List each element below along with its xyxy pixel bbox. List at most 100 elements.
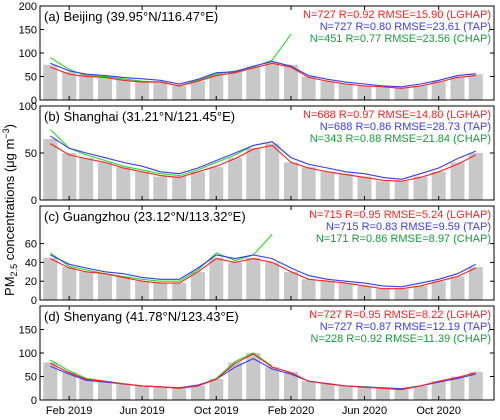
observed-bar: [338, 83, 353, 100]
panel-title: (b) Shanghai (31.21°N/121.45°E): [44, 109, 235, 124]
observed-bar: [320, 281, 335, 300]
observed-bar: [338, 385, 353, 400]
y-tick-label: 100: [19, 48, 37, 60]
panel-frame: [39, 205, 495, 301]
y-tick-label: 100: [19, 348, 37, 360]
stats-lghap: N=715 R=0.95 RMSE=5.24 (LGHAP): [309, 209, 491, 221]
observed-bar: [338, 173, 353, 200]
observed-bar: [116, 383, 131, 400]
observed-bar: [116, 167, 131, 200]
observed-bar: [375, 85, 390, 100]
x-tick-label: Oct 2019: [194, 405, 239, 417]
observed-bar: [116, 276, 131, 300]
y-tick-label: 50: [25, 148, 37, 160]
observed-bar: [191, 81, 205, 100]
observed-bar: [338, 283, 353, 300]
observed-bar: [228, 157, 243, 200]
y-axis-label-post: concentrations (μg m: [2, 139, 17, 264]
observed-bar: [79, 157, 94, 200]
observed-bar: [468, 371, 483, 400]
observed-bar: [450, 76, 465, 100]
observed-bar: [98, 381, 112, 400]
observed-bar: [375, 181, 390, 200]
stats-chap: N=343 R=0.88 RMSE=21.84 (CHAP): [310, 133, 491, 145]
observed-bar: [301, 381, 316, 400]
observed-bar: [62, 153, 77, 200]
stats-lghap: N=727 R=0.95 RMSE=8.22 (LGHAP): [309, 309, 491, 321]
observed-bar: [394, 288, 409, 300]
observed-bar: [209, 167, 224, 200]
observed-bar: [413, 285, 428, 300]
observed-bar: [375, 388, 390, 401]
y-tick-label: 200: [19, 1, 37, 13]
observed-bar: [209, 378, 224, 400]
observed-bar: [450, 376, 465, 400]
observed-bar: [135, 385, 150, 400]
x-tick-label: Jun 2020: [342, 405, 387, 417]
y-tick-label: 40: [25, 257, 37, 269]
series-line-lghap: [50, 143, 477, 182]
observed-bar: [357, 176, 372, 200]
observed-bar: [153, 283, 168, 300]
stats-lghap: N=727 R=0.92 RMSE=15.90 (LGHAP): [303, 9, 491, 21]
observed-bar: [394, 181, 409, 200]
series-line-tap: [50, 135, 477, 180]
observed-bar: [320, 81, 335, 100]
series-line-chap: [49, 233, 273, 282]
stats-chap: N=228 R=0.92 RMSE=11.39 (CHAP): [311, 333, 491, 345]
x-tick-label: Feb 2020: [268, 405, 314, 417]
y-axis-label-close: ): [2, 124, 17, 128]
observed-bar: [228, 71, 243, 100]
observed-bar: [357, 386, 372, 400]
observed-bar: [246, 67, 261, 100]
observed-bar: [468, 267, 483, 300]
observed-bar: [153, 81, 168, 100]
observed-bar: [191, 271, 205, 300]
observed-bar: [265, 262, 280, 300]
series-line-lghap: [50, 62, 476, 89]
observed-bar: [98, 76, 112, 100]
y-tick-label: 50: [25, 372, 37, 384]
observed-bar: [431, 171, 446, 200]
observed-bar: [301, 279, 316, 300]
y-tick-label: 0: [31, 195, 37, 207]
observed-bar: [246, 257, 261, 300]
series-line-lghap: [50, 353, 476, 391]
observed-bar: [79, 271, 94, 300]
series-line-tap: [50, 254, 477, 288]
observed-bar: [228, 362, 243, 400]
observed-bar: [79, 378, 94, 400]
observed-bar: [301, 76, 316, 100]
observed-bar: [246, 353, 261, 400]
observed-bar: [394, 389, 409, 400]
observed-bar: [153, 386, 168, 400]
observed-bar: [98, 273, 112, 300]
observed-bar: [172, 283, 187, 300]
observed-bar: [209, 74, 224, 100]
series-line-tap: [50, 357, 476, 390]
stats-lghap: N=688 R=0.97 RMSE=14.80 (LGHAP): [303, 109, 491, 121]
observed-bar: [153, 176, 168, 200]
x-tick-label: Oct 2020: [416, 405, 461, 417]
observed-bar: [98, 162, 112, 200]
x-tick-label: Jun 2019: [119, 405, 164, 417]
y-axis-label-sup: −3: [1, 128, 11, 138]
observed-bar: [413, 385, 428, 400]
panel-1: 0 50 100 150 200 (a) Beijing (39.95°N/116.47°…: [19, 1, 495, 107]
observed-bar: [228, 262, 243, 300]
observed-bar: [284, 162, 298, 200]
stats-chap: N=171 R=0.86 RMSE=8.97 (CHAP): [316, 233, 491, 245]
y-tick-label: 0: [31, 295, 37, 307]
observed-bar: [284, 371, 298, 400]
observed-bar: [172, 388, 187, 401]
observed-bar: [375, 288, 390, 300]
observed-bar: [394, 88, 409, 101]
observed-bar: [135, 171, 150, 200]
observed-bar: [413, 176, 428, 200]
observed-bar: [265, 62, 280, 100]
observed-bar: [43, 138, 58, 200]
panel-title: (d) Shenyang (41.78°N/123.43°E): [44, 309, 239, 324]
observed-bar: [431, 381, 446, 400]
